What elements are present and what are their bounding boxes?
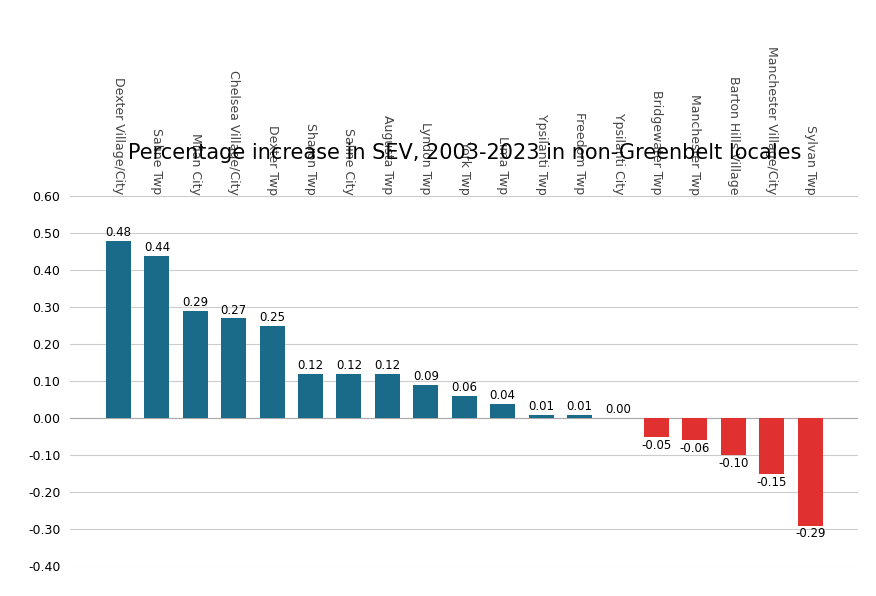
Bar xyxy=(222,318,246,418)
Text: 0.04: 0.04 xyxy=(490,389,516,402)
Text: -0.05: -0.05 xyxy=(641,439,672,452)
Bar xyxy=(682,418,707,440)
Text: -0.15: -0.15 xyxy=(757,476,787,489)
Text: -0.29: -0.29 xyxy=(795,527,825,541)
Text: Lyndon Twp: Lyndon Twp xyxy=(420,122,433,195)
Bar xyxy=(452,396,477,418)
Text: Barton Hills Village: Barton Hills Village xyxy=(727,76,740,195)
Bar xyxy=(721,418,745,455)
Text: Milan City: Milan City xyxy=(188,133,201,195)
Text: Manchester Twp: Manchester Twp xyxy=(689,94,702,195)
Text: 0.12: 0.12 xyxy=(374,359,400,372)
Text: Dexter Village/City: Dexter Village/City xyxy=(112,77,125,195)
Bar xyxy=(183,311,208,418)
Bar xyxy=(145,256,169,418)
Text: Augusta Twp: Augusta Twp xyxy=(381,116,394,195)
Text: 0.01: 0.01 xyxy=(567,400,592,413)
Text: 0.48: 0.48 xyxy=(105,226,131,239)
Text: 0.27: 0.27 xyxy=(221,303,247,316)
Bar xyxy=(336,374,362,418)
Bar xyxy=(759,418,784,474)
Bar xyxy=(644,418,669,437)
Text: -0.10: -0.10 xyxy=(718,457,748,470)
Text: Dexter Twp: Dexter Twp xyxy=(265,125,279,195)
Text: 0.00: 0.00 xyxy=(605,403,631,417)
Text: York Twp: York Twp xyxy=(458,141,470,195)
Bar xyxy=(106,241,131,418)
Text: Ypsilanti Twp: Ypsilanti Twp xyxy=(534,114,548,195)
Bar xyxy=(375,374,400,418)
Text: 0.44: 0.44 xyxy=(144,241,170,254)
Text: 0.25: 0.25 xyxy=(259,311,285,324)
Bar xyxy=(298,374,323,418)
Text: -0.06: -0.06 xyxy=(680,442,710,455)
Text: Freedom Twp: Freedom Twp xyxy=(573,113,586,195)
Bar xyxy=(259,326,285,418)
Bar xyxy=(567,415,592,418)
Text: Sylvan Twp: Sylvan Twp xyxy=(803,125,816,195)
Text: Saline Twp: Saline Twp xyxy=(151,129,163,195)
Text: 0.12: 0.12 xyxy=(298,359,323,372)
Text: 0.09: 0.09 xyxy=(413,370,439,383)
Text: Lima Twp: Lima Twp xyxy=(496,136,509,195)
Text: 0.29: 0.29 xyxy=(182,296,208,309)
Text: Bridgewater Twp: Bridgewater Twp xyxy=(650,90,663,195)
Text: Manchester Village/City: Manchester Village/City xyxy=(766,46,778,195)
Bar xyxy=(491,403,515,418)
Bar xyxy=(798,418,823,526)
Bar xyxy=(528,415,554,418)
Text: Sharon Twp: Sharon Twp xyxy=(304,123,317,195)
Bar xyxy=(413,385,438,418)
Text: Chelsea Village/City: Chelsea Village/City xyxy=(227,70,240,195)
Text: Saline City: Saline City xyxy=(343,128,356,195)
Text: 0.12: 0.12 xyxy=(336,359,362,372)
Text: Ypsilanti City: Ypsilanti City xyxy=(611,113,625,195)
Text: 0.06: 0.06 xyxy=(451,381,477,395)
Text: 0.01: 0.01 xyxy=(528,400,555,413)
Title: Percentage increase in SEV, 2003-2023 in non-Greenbelt locales: Percentage increase in SEV, 2003-2023 in… xyxy=(128,142,801,163)
